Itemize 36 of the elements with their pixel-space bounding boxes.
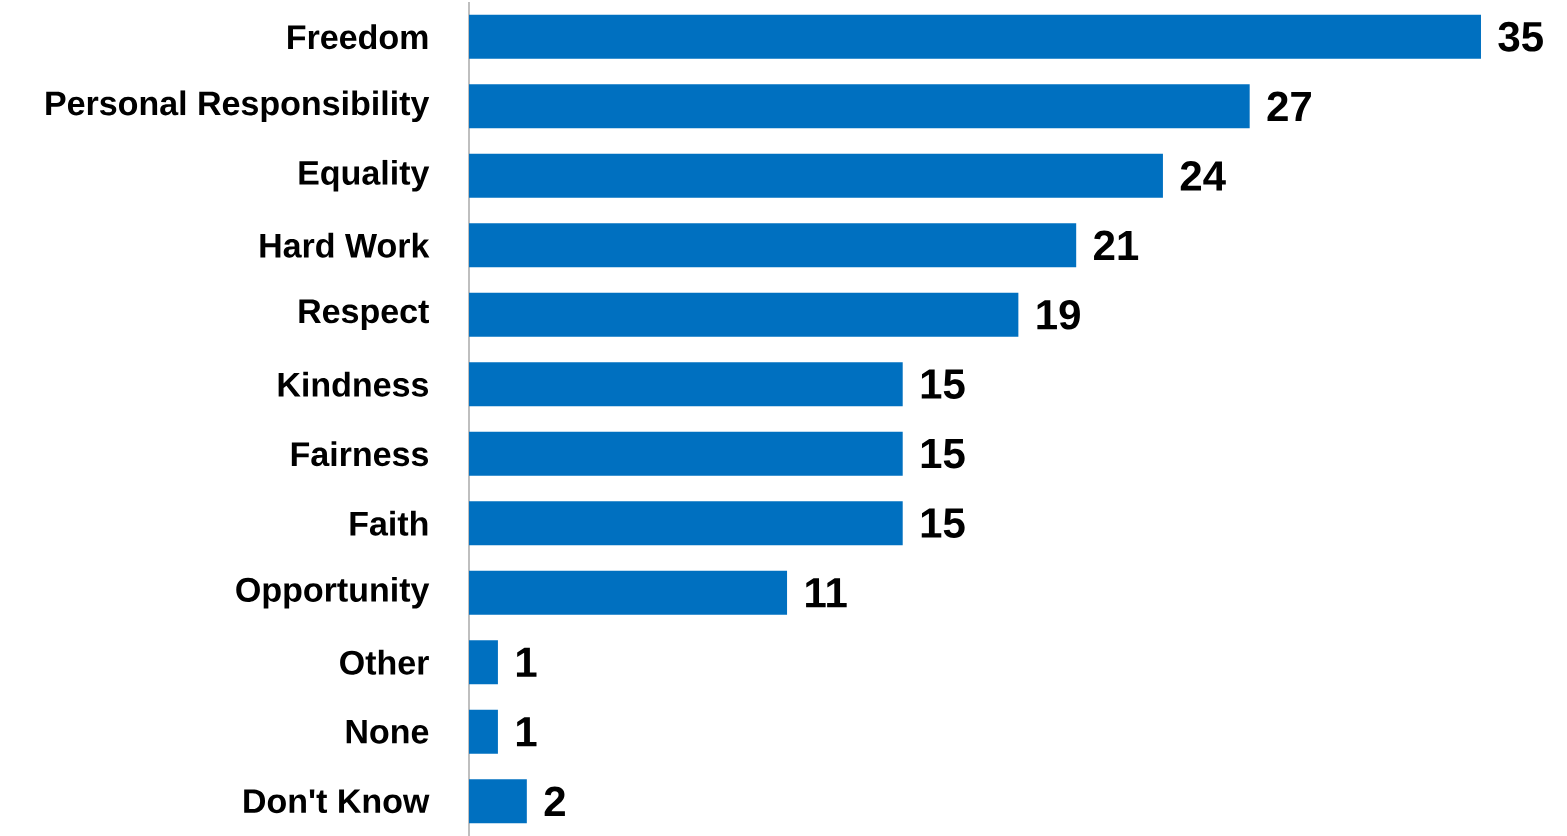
bar: [469, 84, 1250, 129]
data-label: 1: [516, 647, 537, 677]
y-tick-label: Kindness: [278, 371, 428, 397]
bar: [469, 153, 1163, 198]
y-tick-label: Hard Work: [260, 232, 430, 258]
data-label: 15: [921, 439, 965, 469]
y-tick-label: Freedom: [288, 24, 428, 50]
y-tick-label: Faith: [350, 510, 428, 536]
y-tick-label: Equality: [299, 159, 430, 192]
y-tick-label: Don't Know: [244, 789, 430, 814]
bar: [469, 570, 788, 615]
bar: [469, 362, 903, 407]
bar: [469, 14, 1481, 59]
bar: [469, 223, 1077, 268]
data-label: 27: [1267, 91, 1311, 121]
y-tick-label: None: [346, 719, 429, 744]
bar: [469, 779, 527, 824]
bar: [469, 501, 903, 546]
data-label: 24: [1180, 161, 1226, 191]
y-tick-label: Opportunity: [236, 576, 430, 609]
data-label: 15: [921, 508, 965, 538]
bar: [469, 640, 498, 685]
data-label: 15: [921, 369, 965, 399]
bar: [469, 292, 1019, 337]
y-tick-label: Other: [340, 649, 429, 675]
data-label: 19: [1037, 299, 1080, 330]
y-tick-label: Fairness: [291, 441, 428, 467]
y-tick-label: Personal Responsibility: [46, 90, 430, 123]
y-tick-label: Respect: [299, 299, 429, 330]
data-label: 35: [1498, 21, 1543, 52]
data-label: 11: [806, 578, 847, 608]
data-label: 1: [516, 717, 537, 747]
data-label: 2: [544, 786, 565, 816]
bar: [469, 709, 498, 754]
data-label: 21: [1094, 230, 1139, 260]
bar: [469, 431, 903, 476]
